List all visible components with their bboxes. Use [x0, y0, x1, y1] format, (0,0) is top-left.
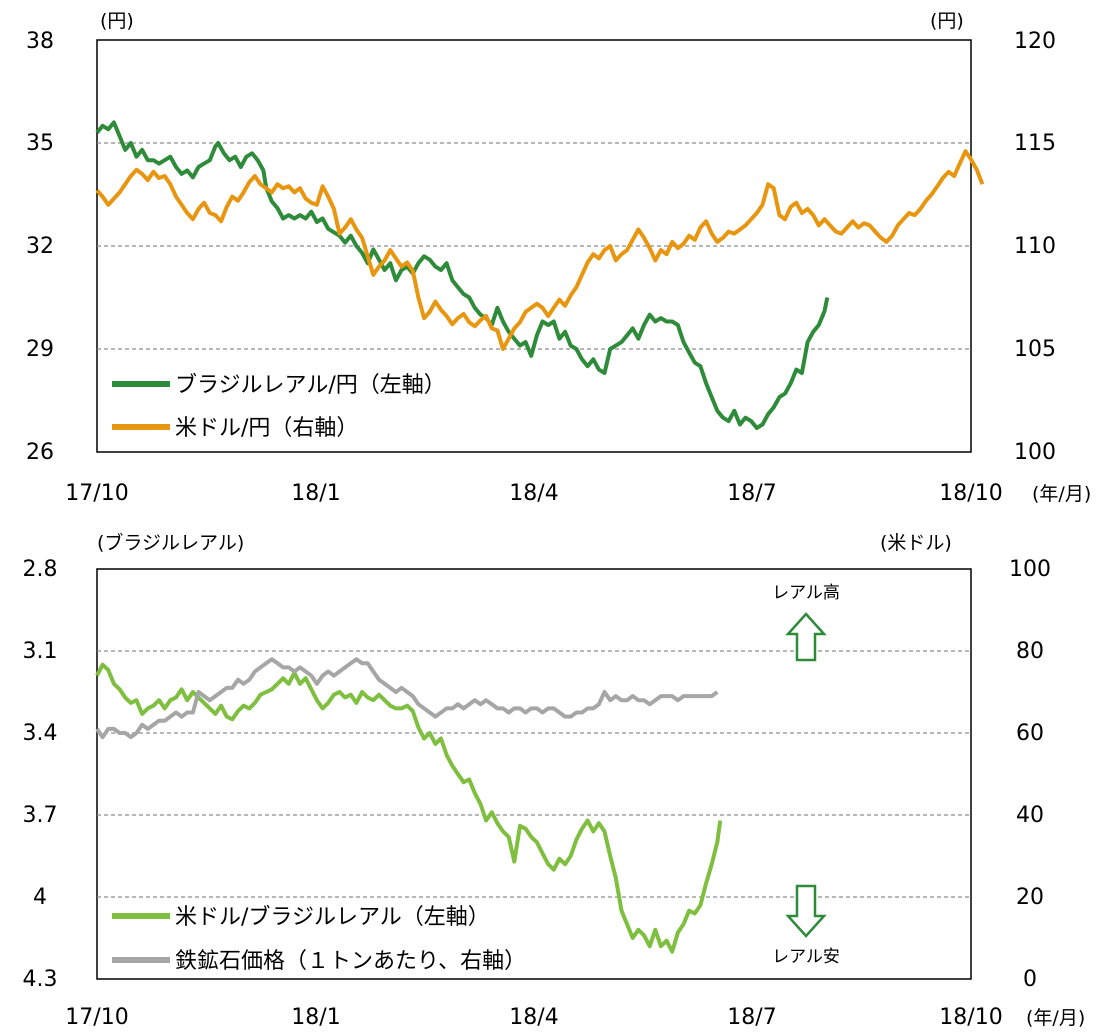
right-tick-label: 40	[1016, 803, 1044, 828]
series-line-1	[95, 149, 985, 351]
series-line-0	[95, 120, 830, 430]
x-tick-label: 17/10	[65, 1005, 128, 1030]
right-tick-label: 60	[1016, 721, 1044, 746]
legend-label-brl-jpy: ブラジルレアル/円（左軸）	[175, 373, 446, 398]
left-tick-label: 4	[33, 885, 47, 910]
right-tick-label: 110	[1014, 234, 1056, 259]
right-tick-label: 20	[1016, 885, 1044, 910]
gridlines	[97, 142, 971, 350]
left-tick-label: 32	[26, 234, 54, 259]
legend-label-iron-ore: 鉄鉱石価格（１トンあたり、右軸）	[175, 949, 526, 974]
legend-label-usd-jpy: 米ドル/円（右軸）	[175, 416, 358, 441]
right-tick-label: 100	[1014, 440, 1056, 465]
right-tick-label: 100	[1009, 557, 1051, 582]
x-tick-label: 17/10	[65, 481, 128, 506]
left-tick-label: 38	[26, 29, 54, 54]
right-axis-unit: (円)	[930, 10, 964, 32]
left-tick-label: 2.8	[23, 557, 58, 582]
annotation-real-depreciation: レアル安	[772, 947, 840, 967]
annotation-real-appreciation: レアル高	[772, 583, 840, 603]
down-arrow-icon	[785, 884, 827, 938]
x-tick-label: 18/7	[727, 481, 776, 506]
right-tick-label: 105	[1014, 337, 1056, 362]
x-tick-label: 18/4	[509, 1005, 558, 1030]
x-tick-label: 18/7	[727, 1005, 776, 1030]
left-tick-label: 35	[26, 131, 54, 156]
series-lines	[95, 120, 985, 430]
right-tick-label: 0	[1023, 967, 1037, 992]
gridlines	[97, 650, 971, 898]
left-tick-label: 29	[26, 337, 54, 362]
series-line-0	[95, 662, 723, 954]
right-axis-unit: (米ドル)	[880, 532, 952, 554]
plot-frame	[96, 568, 972, 980]
left-tick-label: 3.1	[23, 639, 58, 664]
right-tick-label: 115	[1014, 131, 1056, 156]
x-axis-unit: (年/月)	[1032, 483, 1091, 505]
chart-usd-brl-iron-ore: (ブラジルレアル) (米ドル) 2.8 3.1 3.4 3.7 4 4.3 10…	[23, 531, 1086, 1030]
chart-brl-jpy-usd-jpy: (円) (円) 38 35 32 29 26 120 115 110 105 1…	[26, 10, 1091, 506]
series-lines	[95, 657, 723, 954]
left-axis-unit: (円)	[100, 10, 134, 32]
right-tick-label: 80	[1016, 639, 1044, 664]
x-tick-label: 18/4	[509, 481, 558, 506]
x-tick-label: 18/10	[939, 1005, 1002, 1030]
left-tick-label: 26	[26, 440, 54, 465]
legend-label-usd-brl: 米ドル/ブラジルレアル（左軸）	[175, 905, 490, 930]
x-tick-label: 18/1	[291, 1005, 340, 1030]
x-tick-label: 18/1	[291, 481, 340, 506]
x-tick-label: 18/10	[939, 481, 1002, 506]
up-arrow-icon	[785, 612, 827, 662]
x-axis-unit: (年/月)	[1026, 1007, 1085, 1029]
left-tick-label: 4.3	[23, 967, 58, 992]
left-axis-unit: (ブラジルレアル)	[97, 531, 244, 554]
left-tick-label: 3.7	[23, 803, 58, 828]
series-line-1	[95, 657, 719, 740]
right-tick-label: 120	[1014, 29, 1056, 54]
left-tick-label: 3.4	[23, 721, 58, 746]
